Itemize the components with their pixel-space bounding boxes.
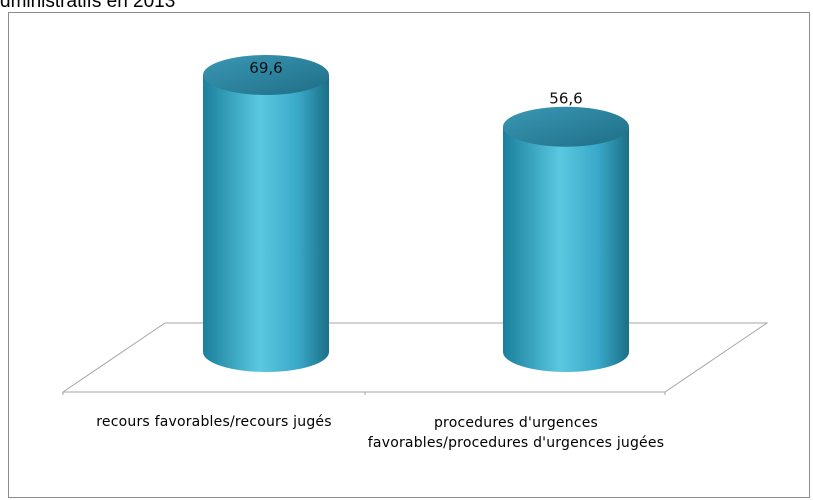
x-tick-label: recours favorables/recours jugés bbox=[96, 414, 332, 430]
bar-body bbox=[503, 126, 629, 373]
bars-layer bbox=[203, 55, 629, 373]
floor-plane bbox=[61, 322, 769, 393]
value-labels-layer: 69,6 56,6 bbox=[249, 59, 582, 108]
bar-body bbox=[203, 75, 329, 372]
bar-top bbox=[503, 106, 629, 147]
chart-title: dministratifs en 2013 bbox=[0, 0, 176, 12]
bar-1 bbox=[203, 55, 329, 372]
chart-floor bbox=[61, 322, 769, 395]
data-label: 56,6 bbox=[549, 90, 582, 108]
data-label: 69,6 bbox=[249, 59, 282, 77]
chart-frame bbox=[8, 12, 810, 498]
x-tick-label: procedures d'urgences favorables/procedu… bbox=[367, 415, 665, 451]
bar-top bbox=[203, 55, 329, 95]
bar-2 bbox=[503, 106, 629, 373]
